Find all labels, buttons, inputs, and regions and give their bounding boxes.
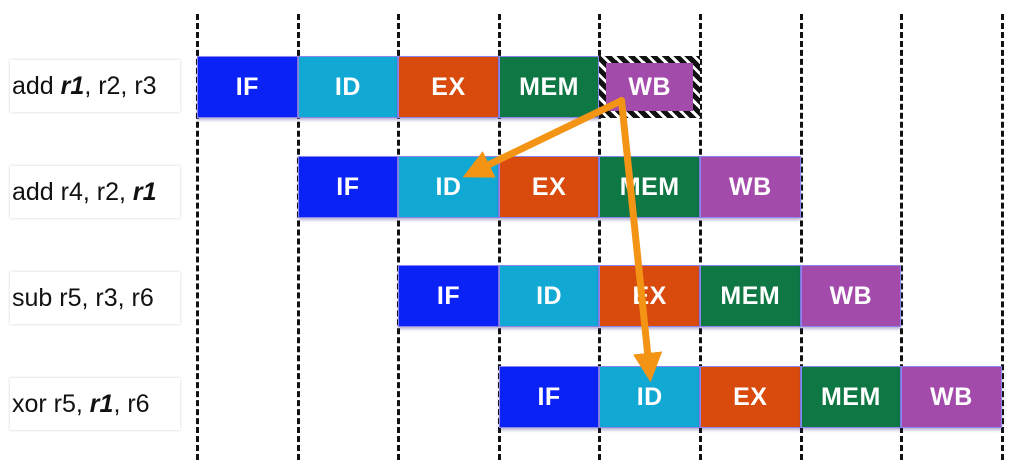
stage-label: MEM xyxy=(619,172,680,201)
cycle-gridline xyxy=(397,14,401,460)
stage-wb-cell: WB xyxy=(700,156,801,218)
cycle-gridline xyxy=(497,14,501,460)
instruction-text: xor r5, xyxy=(12,390,90,418)
stage-ex-cell: EX xyxy=(599,265,700,327)
stage-label: EX xyxy=(733,382,768,411)
stage-label: ID xyxy=(636,382,663,411)
instruction-label: add r4, r2, r1 xyxy=(10,166,180,218)
stage-label: IF xyxy=(436,281,461,310)
stage-ex-cell: EX xyxy=(498,156,600,218)
instruction-text: , r2, r3 xyxy=(84,72,157,100)
register-highlight: r1 xyxy=(89,390,114,418)
instruction-text: add xyxy=(12,72,61,100)
stage-mem-cell: MEM xyxy=(700,265,801,327)
instruction-text: sub r5, r3, r6 xyxy=(12,284,154,312)
stage-if-cell: IF xyxy=(498,366,600,428)
stage-label: MEM xyxy=(820,382,881,411)
cycle-gridline xyxy=(598,14,602,460)
forwarding-arrow xyxy=(618,97,663,383)
cycle-gridline xyxy=(1000,14,1004,460)
stage-label: IF xyxy=(235,72,259,101)
stage-ex-cell: EX xyxy=(700,366,801,428)
stage-mem-cell: MEM xyxy=(599,156,700,218)
stage-id-cell: ID xyxy=(297,56,399,118)
stage-wb-cell: WB xyxy=(901,366,1002,428)
stage-if-cell: IF xyxy=(398,265,499,327)
stage-label: WB xyxy=(829,281,873,310)
stage-label: ID xyxy=(536,281,563,310)
stage-label: MEM xyxy=(519,72,579,101)
stage-id-cell: ID xyxy=(398,156,499,218)
stage-wb-cell: WB xyxy=(599,56,700,118)
stage-label: IF xyxy=(537,382,561,411)
instruction-text: , r6 xyxy=(113,390,150,418)
stage-label: WB xyxy=(930,382,973,411)
cycle-gridline xyxy=(699,14,702,460)
instruction-text: add r4, r2, xyxy=(12,178,133,206)
stage-wb-cell: WB xyxy=(800,265,902,327)
stage-label: EX xyxy=(431,72,466,101)
stage-mem-cell: MEM xyxy=(498,56,600,118)
stage-label: WB xyxy=(728,172,772,201)
stage-id-cell: ID xyxy=(599,366,700,428)
register-highlight: r1 xyxy=(132,178,157,206)
cycle-gridline xyxy=(799,14,803,460)
stage-label: EX xyxy=(632,281,667,310)
stage-if-cell: IF xyxy=(197,56,298,118)
stage-label: EX xyxy=(531,172,567,201)
stage-label: MEM xyxy=(720,281,781,310)
instruction-label: add r1, r2, r3 xyxy=(10,60,180,112)
stage-mem-cell: MEM xyxy=(800,366,902,428)
register-highlight: r1 xyxy=(60,72,85,100)
instruction-label: sub r5, r3, r6 xyxy=(10,272,180,324)
cycle-gridline xyxy=(296,14,300,460)
stage-label: IF xyxy=(336,172,360,201)
stage-label: WB xyxy=(628,72,672,101)
stage-ex-cell: EX xyxy=(398,56,499,118)
stage-id-cell: ID xyxy=(498,265,600,327)
stage-label: ID xyxy=(334,72,361,101)
stage-label: ID xyxy=(435,172,462,201)
cycle-gridline xyxy=(900,14,904,460)
instruction-label: xor r5, r1, r6 xyxy=(10,378,180,430)
stage-if-cell: IF xyxy=(297,156,399,218)
cycle-gridline xyxy=(196,14,199,460)
